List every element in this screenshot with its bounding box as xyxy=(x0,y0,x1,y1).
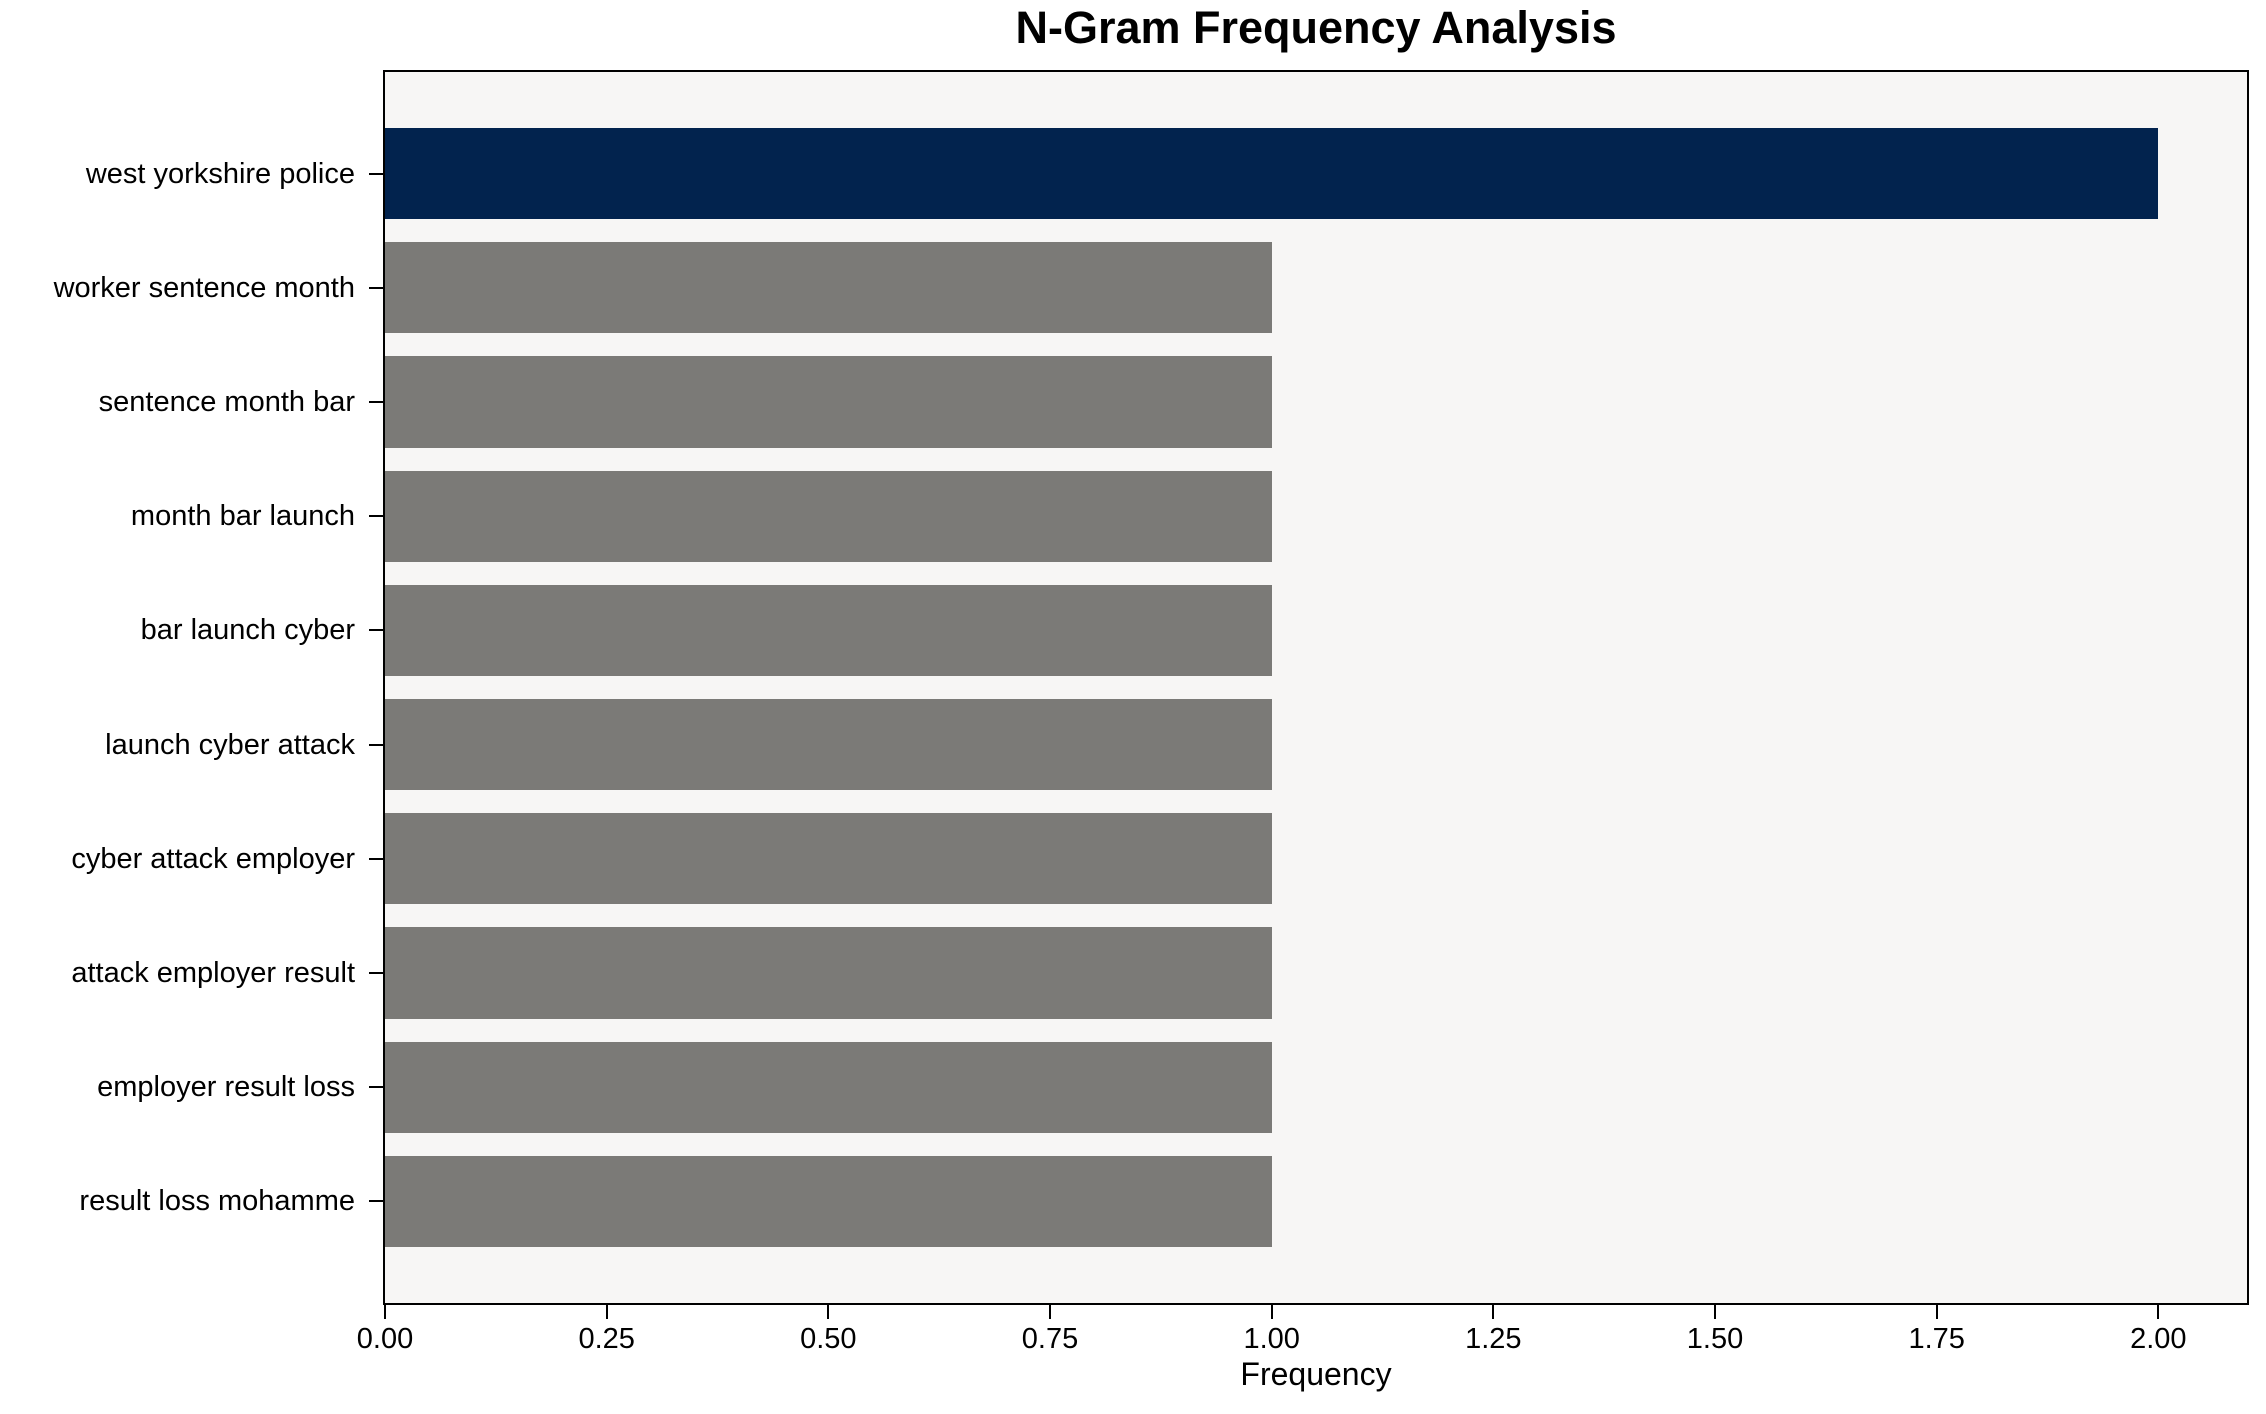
x-tick-mark xyxy=(1935,1305,1938,1319)
y-tick-label: launch cyber attack xyxy=(105,728,355,761)
bar-sentence-month-bar xyxy=(385,356,1272,448)
bar-worker-sentence-month xyxy=(385,242,1272,334)
x-tick-mark xyxy=(1714,1305,1716,1319)
y-tick-mark xyxy=(369,1200,383,1203)
x-tick-label: 2.00 xyxy=(2130,1323,2187,1355)
x-tick-label: 0.50 xyxy=(800,1323,857,1355)
y-tick-mark xyxy=(369,515,383,518)
x-tick-mark xyxy=(1492,1305,1495,1319)
y-tick-label: sentence month bar xyxy=(98,386,355,418)
x-tick-mark xyxy=(605,1305,608,1319)
y-tick-mark xyxy=(369,972,383,974)
y-tick-mark xyxy=(369,1086,383,1089)
x-tick-mark xyxy=(827,1305,830,1319)
y-tick-label: bar launch cyber xyxy=(140,614,355,647)
y-tick-label: result loss mohamme xyxy=(79,1185,355,1218)
y-tick-label: west yorkshire police xyxy=(85,157,355,190)
x-tick-label: 0.00 xyxy=(356,1323,414,1355)
bar-cyber-attack-employer xyxy=(385,813,1272,905)
x-axis-title: Frequency xyxy=(1240,1356,1392,1392)
y-tick-mark xyxy=(369,172,383,175)
x-tick-label: 0.75 xyxy=(1021,1323,1079,1355)
y-tick-label: month bar launch xyxy=(130,500,355,533)
x-tick-mark xyxy=(1049,1305,1051,1319)
y-tick-mark xyxy=(369,286,383,289)
x-tick-mark xyxy=(2157,1305,2160,1319)
y-tick-mark xyxy=(369,743,383,746)
bar-employer-result-loss xyxy=(385,1041,1272,1133)
x-tick-label: 0.25 xyxy=(578,1323,635,1355)
x-tick-label: 1.25 xyxy=(1465,1323,1522,1355)
x-tick-label: 1.50 xyxy=(1686,1323,1744,1355)
bar-launch-cyber-attack xyxy=(385,698,1272,791)
x-tick-mark xyxy=(384,1305,386,1319)
bar-month-bar-launch xyxy=(385,470,1272,562)
x-tick-label: 1.00 xyxy=(1243,1323,1300,1355)
bar-bar-launch-cyber xyxy=(385,584,1272,677)
y-tick-label: cyber attack employer xyxy=(71,842,355,875)
y-tick-label: employer result loss xyxy=(97,1071,355,1104)
y-tick-label: worker sentence month xyxy=(53,271,355,304)
bar-attack-employer-result xyxy=(385,927,1272,1019)
bar-west-yorkshire-police xyxy=(385,128,2159,220)
chart-title: N-Gram Frequency Analysis xyxy=(1015,2,1617,53)
y-tick-mark xyxy=(369,857,383,860)
bar-result-loss-mohamme xyxy=(385,1155,1272,1248)
x-tick-mark xyxy=(1270,1305,1273,1319)
y-tick-mark xyxy=(369,401,383,403)
plot-area xyxy=(383,70,2249,1305)
y-tick-label: attack employer result xyxy=(71,957,355,989)
x-tick-label: 1.75 xyxy=(1908,1323,1965,1355)
y-tick-mark xyxy=(369,629,383,632)
